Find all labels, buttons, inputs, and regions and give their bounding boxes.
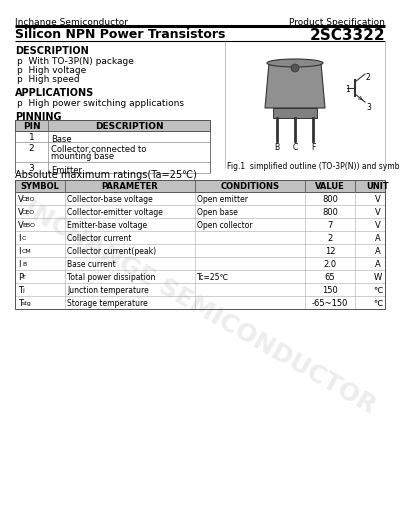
Text: Product Specification: Product Specification (289, 18, 385, 27)
Text: 3: 3 (29, 164, 34, 173)
Text: Total power dissipation: Total power dissipation (67, 273, 155, 282)
Text: T: T (18, 299, 23, 308)
Polygon shape (265, 63, 325, 108)
Text: mounting base: mounting base (51, 152, 114, 161)
Bar (15, 120, 210, 131)
Text: SYMBOL: SYMBOL (20, 182, 60, 191)
Text: p  With TO-3P(N) package: p With TO-3P(N) package (17, 57, 134, 66)
Text: Base: Base (51, 135, 72, 144)
Text: Collector-base voltage: Collector-base voltage (67, 195, 153, 204)
Text: T: T (18, 286, 23, 295)
Bar (273, 108, 317, 118)
Text: j: j (22, 288, 24, 293)
Text: p  High voltage: p High voltage (17, 66, 86, 75)
Text: 1: 1 (345, 85, 350, 94)
Text: ℃: ℃ (373, 286, 382, 295)
Text: 2: 2 (366, 73, 371, 82)
Text: Inchange Semiconductor: Inchange Semiconductor (15, 18, 128, 27)
Circle shape (291, 64, 299, 72)
Text: CBO: CBO (22, 197, 36, 202)
Text: B: B (274, 143, 280, 152)
Text: I: I (18, 234, 20, 243)
Text: B: B (22, 262, 26, 267)
Text: Absolute maximum ratings(Ta=25℃): Absolute maximum ratings(Ta=25℃) (15, 170, 197, 180)
Text: Storage temperature: Storage temperature (67, 299, 148, 308)
Text: V: V (18, 195, 24, 204)
Text: Open emitter: Open emitter (197, 195, 248, 204)
Text: Collector,connected to: Collector,connected to (51, 145, 146, 154)
Text: W: W (373, 273, 382, 282)
Text: V: V (375, 221, 380, 230)
Text: T: T (22, 275, 26, 280)
Text: 12: 12 (325, 247, 335, 256)
Text: Open collector: Open collector (197, 221, 253, 230)
Ellipse shape (267, 59, 323, 67)
Text: P: P (18, 273, 23, 282)
Text: EBO: EBO (22, 223, 35, 228)
Text: Collector current: Collector current (67, 234, 131, 243)
Text: 2: 2 (29, 144, 34, 153)
Text: V: V (18, 221, 24, 230)
Text: Collector current(peak): Collector current(peak) (67, 247, 156, 256)
Text: I: I (18, 260, 20, 269)
Text: F: F (311, 143, 315, 152)
Text: CEO: CEO (22, 210, 35, 215)
Text: V: V (375, 208, 380, 217)
Text: 2: 2 (327, 234, 333, 243)
Text: Emitter-base voltage: Emitter-base voltage (67, 221, 147, 230)
Text: ℃: ℃ (373, 299, 382, 308)
Text: 3: 3 (366, 103, 371, 112)
Text: CONDITIONS: CONDITIONS (220, 182, 280, 191)
Text: 800: 800 (322, 208, 338, 217)
Text: Tc=25℃: Tc=25℃ (197, 273, 229, 282)
Text: stg: stg (22, 301, 32, 306)
Text: C: C (292, 143, 298, 152)
Text: UNIT: UNIT (366, 182, 389, 191)
Text: PARAMETER: PARAMETER (102, 182, 158, 191)
Text: 1: 1 (29, 133, 34, 142)
Text: Fig.1  simplified outline (TO-3P(N)) and symbol: Fig.1 simplified outline (TO-3P(N)) and … (227, 162, 400, 171)
Text: A: A (375, 260, 380, 269)
Text: 800: 800 (322, 195, 338, 204)
Text: Junction temperature: Junction temperature (67, 286, 149, 295)
Text: DESCRIPTION: DESCRIPTION (95, 122, 163, 131)
Text: 150: 150 (322, 286, 338, 295)
Text: p  High speed: p High speed (17, 75, 80, 84)
Text: Emitter: Emitter (51, 166, 82, 175)
Text: 2SC3322: 2SC3322 (309, 28, 385, 43)
Text: V: V (375, 195, 380, 204)
Text: -65~150: -65~150 (312, 299, 348, 308)
Text: INCHANGE SEMICONDUCTOR: INCHANGE SEMICONDUCTOR (20, 197, 380, 419)
Text: 2.0: 2.0 (324, 260, 336, 269)
Text: 7: 7 (327, 221, 333, 230)
Bar (15, 180, 385, 192)
Text: Silicon NPN Power Transistors: Silicon NPN Power Transistors (15, 28, 225, 41)
Text: Open base: Open base (197, 208, 238, 217)
Text: A: A (375, 234, 380, 243)
Text: C: C (22, 236, 26, 241)
Text: p  High power switching applications: p High power switching applications (17, 99, 184, 108)
Text: I: I (18, 247, 20, 256)
Text: DESCRIPTION: DESCRIPTION (15, 46, 89, 56)
Text: APPLICATIONS: APPLICATIONS (15, 88, 94, 98)
Text: PIN: PIN (23, 122, 40, 131)
Text: A: A (375, 247, 380, 256)
Text: PINNING: PINNING (15, 112, 62, 122)
Text: 65: 65 (325, 273, 335, 282)
Text: Base current: Base current (67, 260, 116, 269)
Text: Collector-emitter voltage: Collector-emitter voltage (67, 208, 163, 217)
Text: CM: CM (22, 249, 32, 254)
Text: VALUE: VALUE (315, 182, 345, 191)
Text: V: V (18, 208, 24, 217)
